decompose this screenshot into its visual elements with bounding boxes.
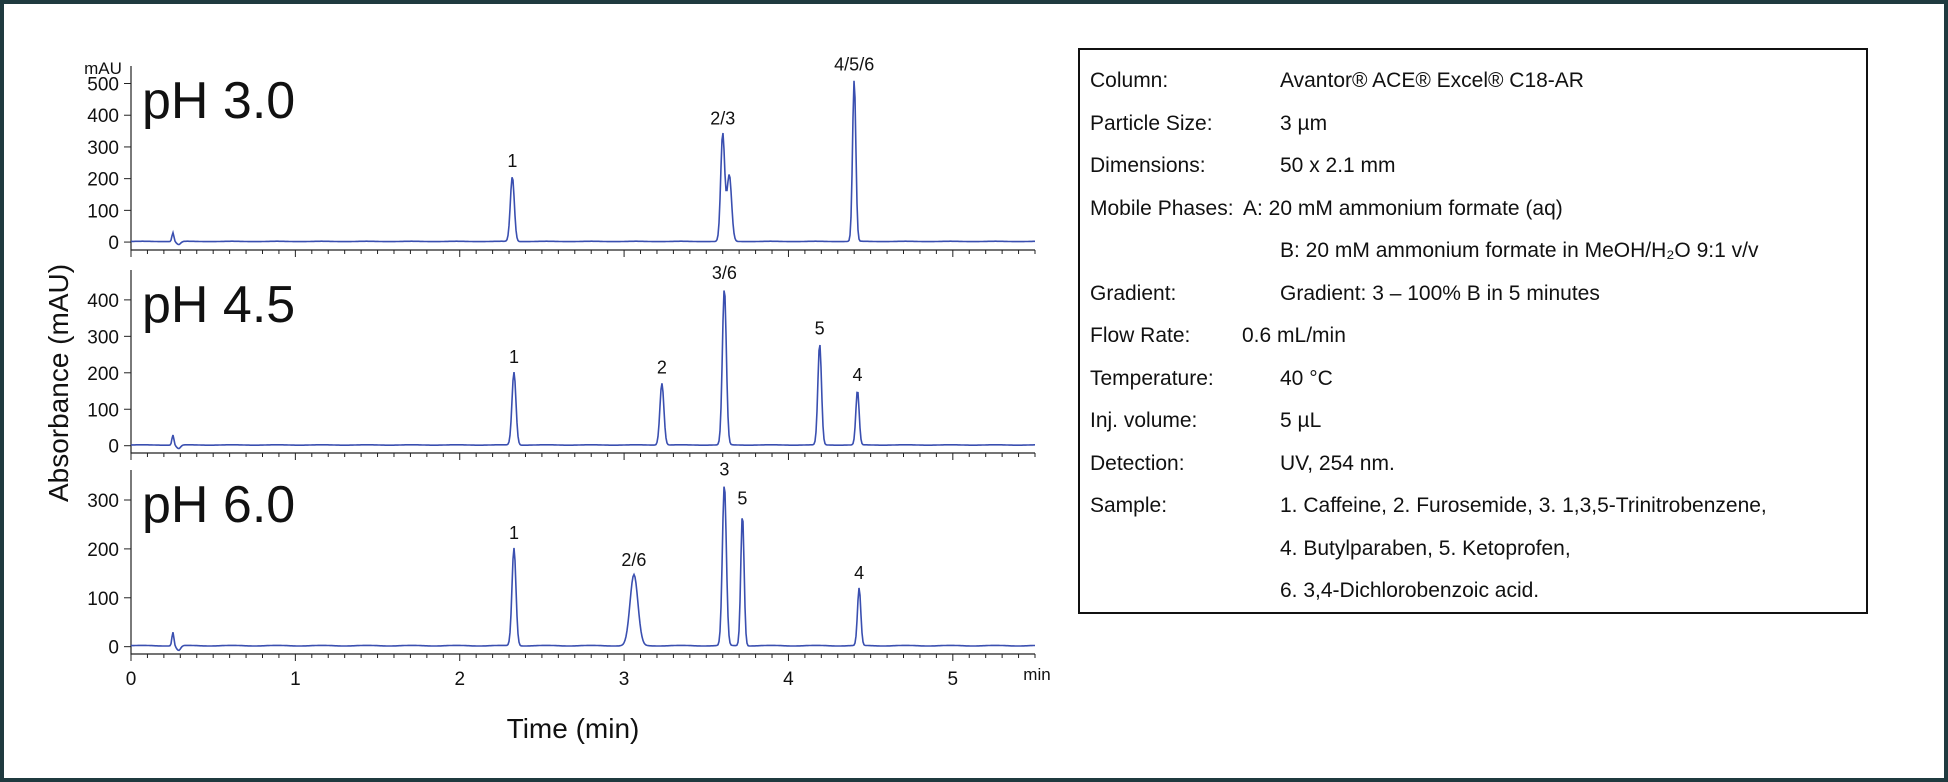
chromatogram-trace bbox=[130, 290, 1035, 450]
y-tick-label: 0 bbox=[108, 233, 119, 254]
condition-row: Detection: UV, 254 nm. bbox=[1090, 443, 1856, 486]
y-tick-label: 100 bbox=[87, 589, 119, 610]
condition-label: Dimensions: bbox=[1090, 154, 1206, 177]
peak-label: 4 bbox=[854, 563, 864, 583]
peak-label: 4 bbox=[852, 365, 862, 385]
y-tick-label: 0 bbox=[108, 437, 119, 458]
panel-2: 0 100 200 300 400 pH 4.5 1 2 3/6 5 4 bbox=[87, 263, 1036, 460]
condition-row: Dimensions: 50 x 2.1 mm bbox=[1090, 145, 1856, 188]
peak-label: 1 bbox=[507, 151, 517, 171]
x-tick-label: 3 bbox=[619, 669, 630, 690]
condition-label: Inj. volume: bbox=[1090, 409, 1198, 432]
chromatogram-trace bbox=[130, 486, 1035, 652]
peak-label: 2 bbox=[657, 358, 667, 378]
y-axis-unit: mAU bbox=[84, 59, 122, 78]
x-axis-unit: min bbox=[1023, 665, 1050, 684]
condition-label: Sample: bbox=[1090, 494, 1168, 517]
peak-label: 3 bbox=[719, 459, 729, 479]
condition-row: 6. 3,4-Dichlorobenzoic acid. bbox=[1090, 570, 1856, 613]
y-tick-label: 400 bbox=[87, 106, 119, 127]
y-tick-label: 300 bbox=[87, 327, 119, 348]
y-axis-title: Absorbance (mAU) bbox=[43, 264, 74, 502]
condition-row: B: 20 mM ammonium formate in MeOH/H₂O 9:… bbox=[1090, 230, 1856, 273]
peak-label: 2/3 bbox=[710, 108, 735, 128]
condition-value: Avantor® ACE® Excel® C18-AR bbox=[1280, 69, 1584, 92]
condition-row: Mobile Phases: A: 20 mM ammonium formate … bbox=[1090, 188, 1856, 231]
condition-label: Detection: bbox=[1090, 451, 1185, 475]
peak-label: 4/5/6 bbox=[834, 54, 874, 74]
condition-value: 1. Caffeine, 2. Furosemide, 3. 1,3,5-Tri… bbox=[1280, 494, 1767, 517]
method-conditions-box: Column: Avantor® ACE® Excel® C18-AR Partic… bbox=[1078, 48, 1868, 614]
condition-value: 0.6 mL/min bbox=[1242, 324, 1346, 347]
y-tick-label: 100 bbox=[87, 400, 119, 421]
panel-label: pH 3.0 bbox=[142, 72, 295, 130]
condition-value: 6. 3,4-Dichlorobenzoic acid. bbox=[1280, 579, 1540, 602]
y-tick-label: 100 bbox=[87, 201, 119, 222]
peak-label: 2/6 bbox=[621, 550, 646, 570]
y-tick-label: 0 bbox=[108, 638, 119, 659]
peak-label: 5 bbox=[737, 489, 747, 509]
x-tick-label: 1 bbox=[290, 669, 301, 690]
panel-label: pH 4.5 bbox=[142, 276, 295, 334]
chromatogram-trace bbox=[131, 80, 1035, 246]
panel-label: pH 6.0 bbox=[142, 476, 295, 534]
condition-value: 40 °C bbox=[1280, 366, 1333, 390]
x-axis-title: Time (min) bbox=[507, 713, 640, 744]
peak-label: 5 bbox=[815, 318, 825, 338]
condition-value: 50 x 2.1 mm bbox=[1280, 154, 1396, 177]
condition-row: Particle Size: 3 µm bbox=[1090, 103, 1856, 146]
condition-value: B: 20 mM ammonium formate in MeOH/H₂O 9:… bbox=[1280, 239, 1759, 262]
panel-3: 0 100 200 300 pH 6.0 1 2/6 35 4 bbox=[87, 459, 1036, 661]
condition-value: 5 µL bbox=[1280, 409, 1322, 432]
panel-1: 0 100 200 300 400 500 pH 3.0 1 2/3 4/5/6 bbox=[87, 54, 1036, 257]
y-tick-label: 300 bbox=[87, 491, 119, 512]
peak-label: 3/6 bbox=[712, 263, 737, 283]
y-tick-label: 300 bbox=[87, 138, 119, 159]
y-tick-label: 500 bbox=[87, 75, 119, 96]
x-tick-label: 5 bbox=[948, 669, 959, 690]
condition-row: Gradient: Gradient: 3 – 100% B in 5 minut… bbox=[1090, 273, 1856, 316]
condition-value: 3 µm bbox=[1280, 111, 1328, 135]
condition-row: Sample: 1. Caffeine, 2. Furosemide, 3. 1,… bbox=[1090, 485, 1856, 528]
condition-row: 4. Butylparaben, 5. Ketoprofen, bbox=[1090, 528, 1856, 571]
peak-label: 1 bbox=[509, 523, 519, 543]
peak-label: 1 bbox=[509, 347, 519, 367]
condition-row: Temperature: 40 °C bbox=[1090, 358, 1856, 401]
condition-label: Gradient: bbox=[1090, 281, 1177, 305]
condition-row: Column: Avantor® ACE® Excel® C18-AR bbox=[1090, 60, 1856, 103]
x-tick-label: 2 bbox=[454, 669, 465, 690]
x-tick-label: 4 bbox=[783, 669, 794, 690]
y-tick-label: 200 bbox=[87, 364, 119, 385]
x-tick-label: 0 bbox=[126, 669, 137, 690]
y-tick-label: 200 bbox=[87, 170, 119, 191]
condition-row: Flow Rate: 0.6 mL/min bbox=[1090, 315, 1856, 358]
condition-value: Gradient: 3 – 100% B in 5 minutes bbox=[1280, 281, 1600, 305]
y-tick-label: 400 bbox=[87, 291, 119, 312]
condition-value: UV, 254 nm. bbox=[1280, 451, 1395, 475]
y-tick-label: 200 bbox=[87, 540, 119, 561]
condition-value: A: 20 mM ammonium formate (aq) bbox=[1243, 196, 1563, 220]
condition-row: Inj. volume: 5 µL bbox=[1090, 400, 1856, 443]
condition-label: Column: bbox=[1090, 69, 1169, 92]
condition-label: Flow Rate: bbox=[1090, 324, 1191, 347]
condition-value: 4. Butylparaben, 5. Ketoprofen, bbox=[1280, 536, 1571, 560]
condition-label: Temperature: bbox=[1090, 366, 1214, 390]
condition-label: Mobile Phases: bbox=[1090, 196, 1234, 220]
condition-label: Particle Size: bbox=[1090, 111, 1213, 135]
